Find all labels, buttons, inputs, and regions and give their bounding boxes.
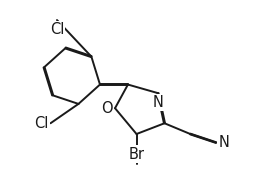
Text: Cl: Cl (50, 22, 64, 37)
Text: N: N (218, 135, 229, 150)
Text: Br: Br (128, 147, 144, 161)
Text: O: O (101, 101, 113, 116)
Text: Cl: Cl (34, 116, 48, 131)
Text: N: N (152, 95, 164, 110)
